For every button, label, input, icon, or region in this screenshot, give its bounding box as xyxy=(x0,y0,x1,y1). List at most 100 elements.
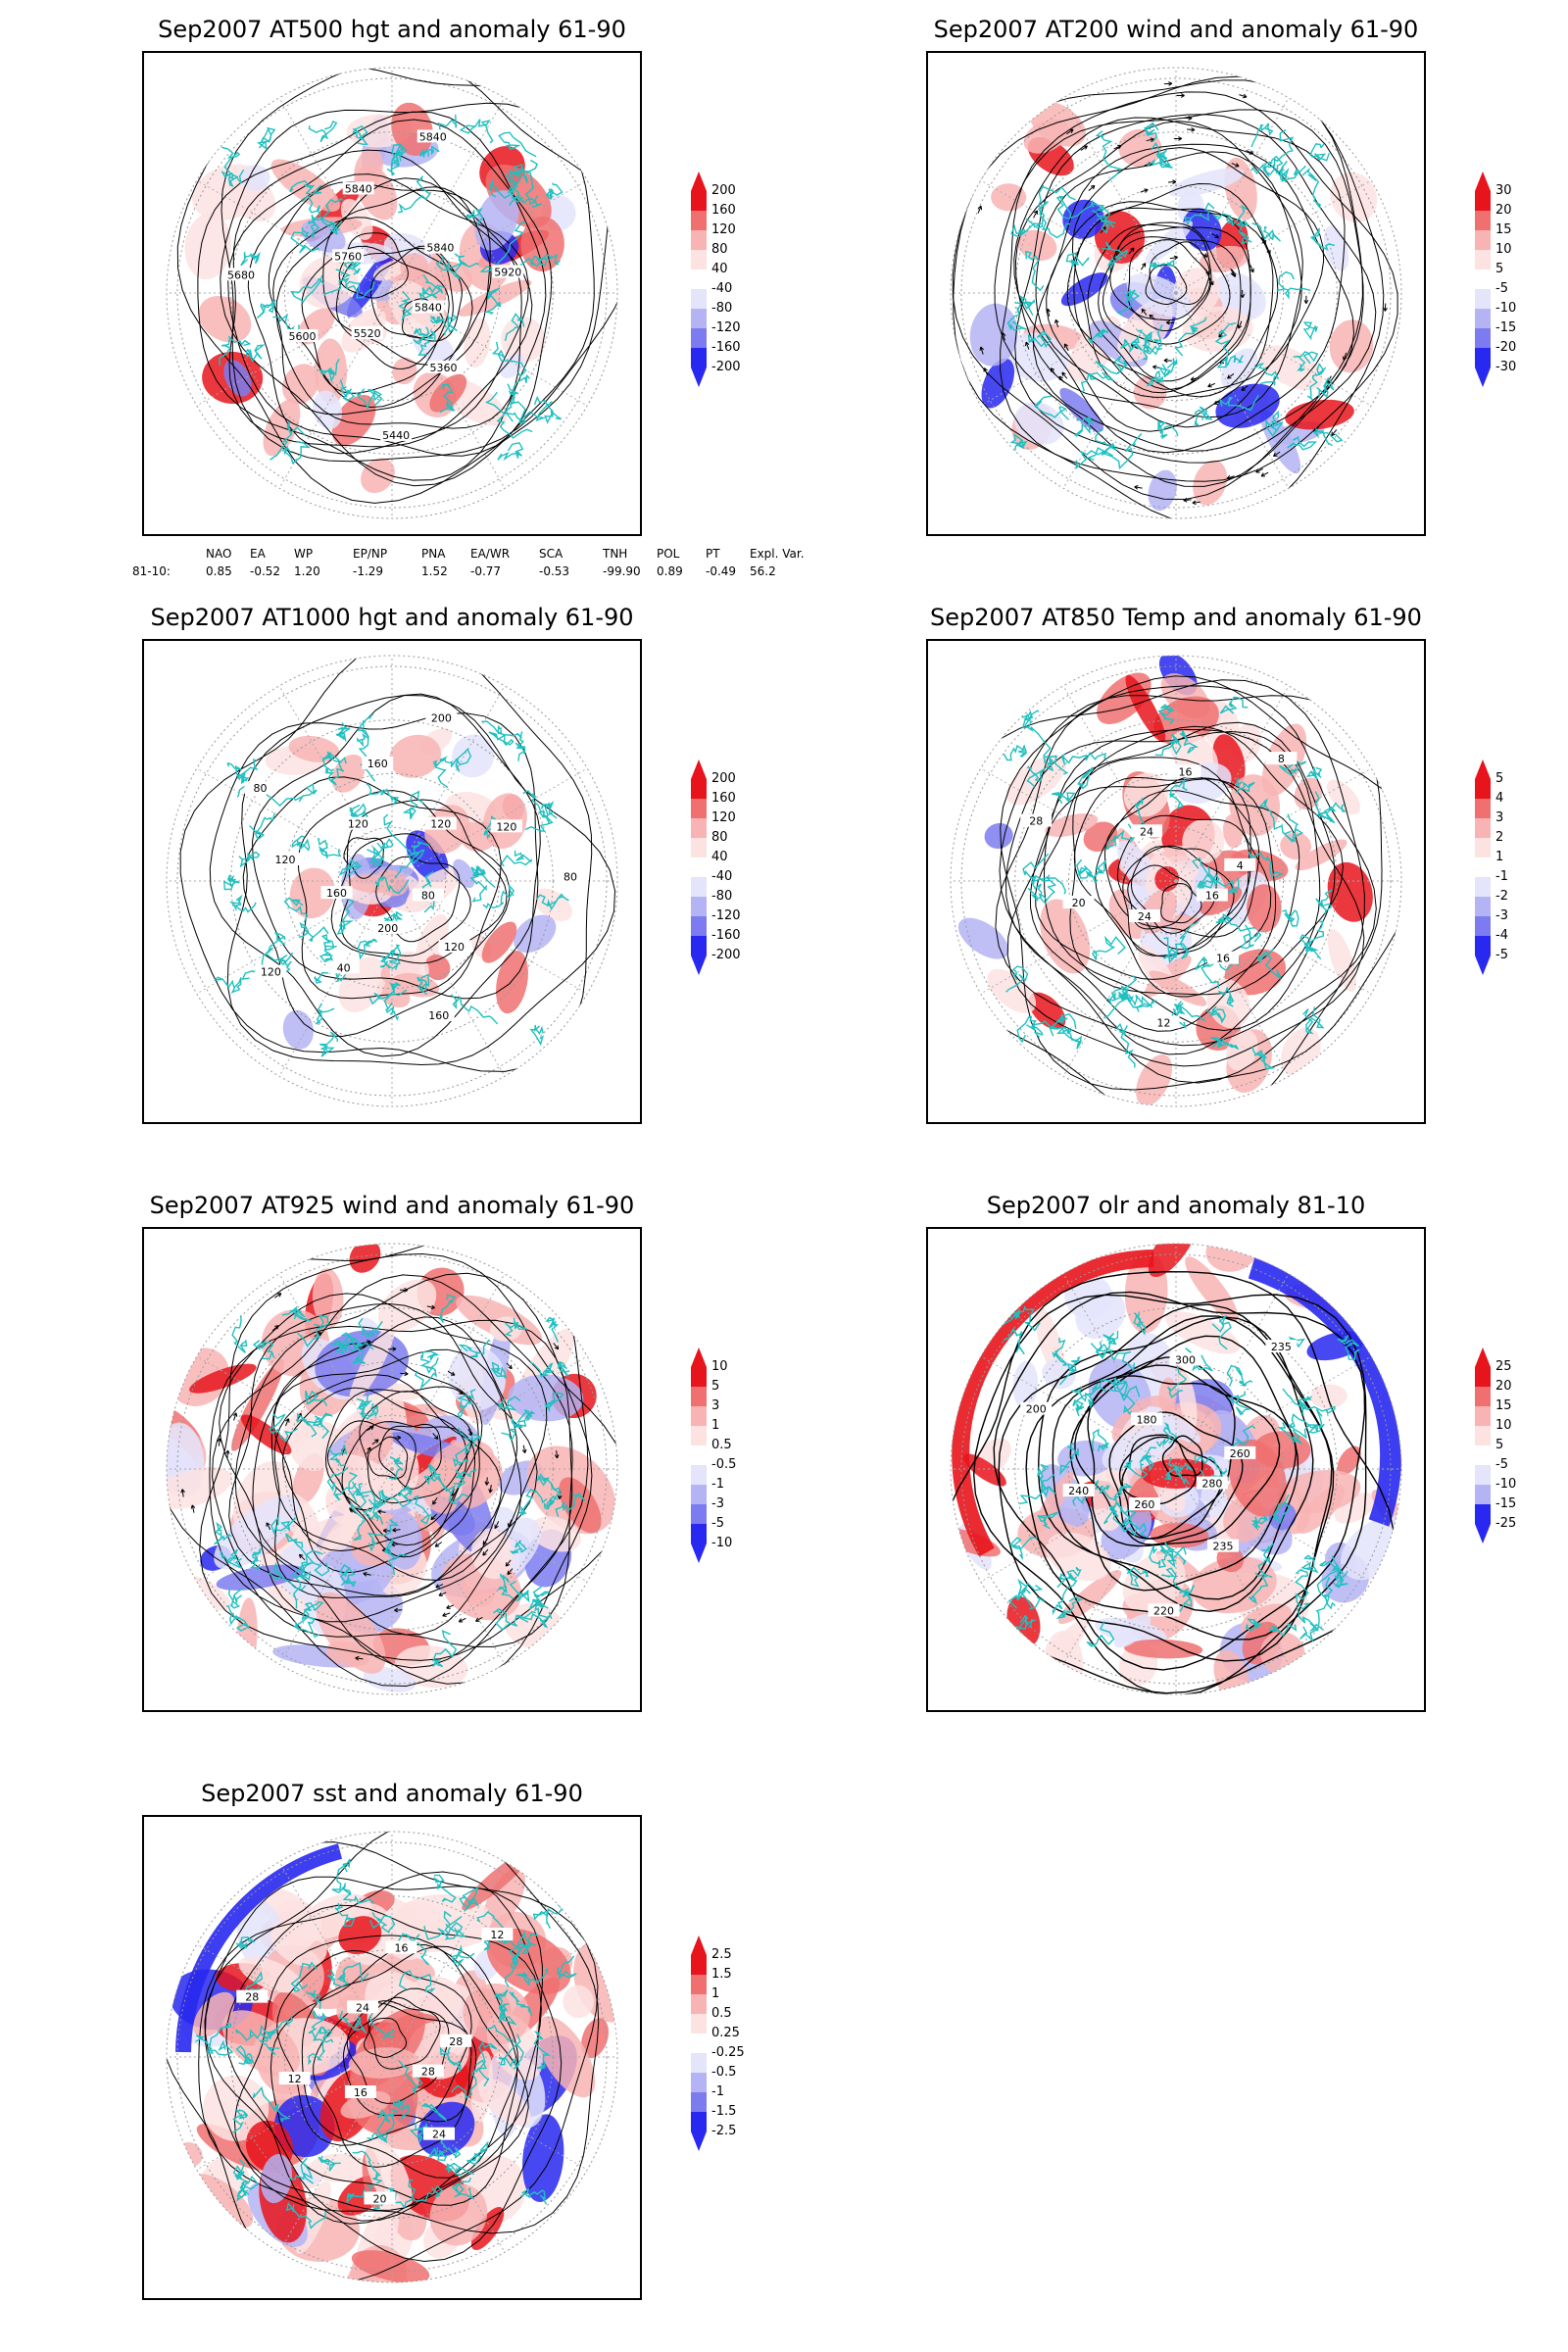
contour-line xyxy=(270,1316,518,1582)
contour-label: 12 xyxy=(1156,1016,1170,1029)
wind-arrow xyxy=(388,1347,397,1351)
index-header: EA xyxy=(250,547,266,561)
colorbar-tick-label: 80 xyxy=(711,830,728,845)
map-layer xyxy=(167,1244,617,1694)
coastline xyxy=(240,251,261,267)
coastline xyxy=(257,126,276,151)
coastline xyxy=(228,894,257,913)
coastline xyxy=(466,208,484,225)
contour-line xyxy=(1069,1364,1298,1592)
map-layer xyxy=(951,68,1401,518)
colorbar-swatch xyxy=(1475,936,1491,956)
anomaly-shade xyxy=(365,2136,413,2215)
contour-label: 160 xyxy=(368,758,388,770)
coastline xyxy=(1245,1618,1262,1632)
map-boundary xyxy=(950,1243,1402,1695)
coastline xyxy=(323,269,352,297)
contour-line xyxy=(1025,1315,1333,1641)
coastline xyxy=(1168,778,1188,809)
coastline xyxy=(1289,1408,1325,1440)
wind-arrow xyxy=(1054,318,1059,328)
anomaly-shade xyxy=(348,874,397,894)
coastline xyxy=(497,1396,521,1411)
meridian-line xyxy=(391,2056,588,2171)
coastline xyxy=(318,837,342,859)
coastline xyxy=(1060,752,1106,765)
contour-label-bg xyxy=(362,756,394,769)
wind-arrow xyxy=(271,1325,279,1332)
coastline xyxy=(1019,294,1036,317)
anomaly-shade xyxy=(463,1983,530,2045)
coastline xyxy=(266,783,318,808)
anomaly-shade xyxy=(1017,229,1057,262)
anomaly-shade xyxy=(1113,1614,1152,1648)
coastline xyxy=(1006,301,1027,331)
contour-label-bg xyxy=(385,1940,417,1954)
contour-line xyxy=(993,1291,1366,1671)
colorbar-tick-label: 200 xyxy=(711,183,736,198)
colorbar-swatch xyxy=(1475,779,1491,799)
contour-label: 28 xyxy=(449,2035,463,2048)
coastline xyxy=(1315,802,1347,822)
colorbar-tick-label: 25 xyxy=(1495,1359,1512,1374)
colorbar-swatch xyxy=(691,2034,707,2053)
colorbar-swatch xyxy=(691,2053,707,2073)
index-value: 1.52 xyxy=(421,564,448,578)
wind-arrow xyxy=(1128,247,1135,255)
coastline xyxy=(533,395,562,424)
colorbar-swatch xyxy=(1475,1406,1491,1426)
wind-arrow xyxy=(1169,255,1179,261)
coastline xyxy=(220,171,239,188)
coastline xyxy=(1086,1620,1115,1648)
contour-label: 260 xyxy=(1230,1447,1250,1460)
coastline xyxy=(221,146,245,184)
coastline xyxy=(1087,328,1109,345)
anomaly-shade xyxy=(470,2050,493,2123)
coastline xyxy=(493,1608,529,1631)
coastline xyxy=(459,1886,480,1912)
wind-arrow xyxy=(442,1612,451,1617)
coastline xyxy=(1009,1537,1038,1561)
coastline xyxy=(419,145,441,158)
contour-line xyxy=(1071,147,1325,398)
meridian-line xyxy=(1062,292,1177,489)
wind-arrow xyxy=(1200,252,1208,258)
contour-label: 120 xyxy=(348,818,368,831)
contour-label-bg xyxy=(425,710,458,724)
colorbar-swatch xyxy=(691,936,707,956)
colorbar-tick-label: -160 xyxy=(711,340,741,355)
coastline xyxy=(258,2024,280,2056)
contour-label-bg xyxy=(1020,1401,1053,1415)
meridian-line xyxy=(1175,292,1290,489)
coastline xyxy=(1010,218,1043,238)
coastline xyxy=(1027,873,1051,902)
coastline xyxy=(414,327,436,342)
colorbar-tick-label: -3 xyxy=(711,1496,724,1511)
meridian-line xyxy=(391,179,588,294)
colorbar-tick-label: 10 xyxy=(1495,1418,1512,1433)
coastline xyxy=(519,2187,548,2205)
anomaly-shade xyxy=(1337,1446,1361,1475)
map-svg: 80 120 160 200 40 120 160 120 80 120 160 200 120 120 8… xyxy=(166,655,618,1107)
colorbar-swatch xyxy=(1475,1504,1491,1524)
anomaly-shade xyxy=(175,1843,343,2053)
contour-label-bg xyxy=(1196,888,1228,902)
contour-label-bg xyxy=(332,249,365,263)
meridian-line xyxy=(196,767,393,882)
anomaly-shade xyxy=(496,950,528,1014)
coastline xyxy=(1248,1572,1269,1605)
anomaly-shade xyxy=(1248,1257,1401,1527)
anomaly-shade xyxy=(349,1244,381,1273)
wind-arrow xyxy=(435,1584,444,1589)
colorbar-tick-label: 1 xyxy=(711,1986,720,2001)
colorbar-cap-bottom xyxy=(1475,956,1491,975)
coastline xyxy=(428,2147,448,2162)
colorbar-tick-label: 1.5 xyxy=(711,1967,732,1982)
wind-arrow xyxy=(475,1616,483,1622)
coastline xyxy=(1251,1046,1276,1070)
colorbar-tick-label: -2.5 xyxy=(711,2124,737,2138)
anomaly-shade xyxy=(424,955,451,981)
coastline xyxy=(1116,288,1141,316)
contour-line xyxy=(198,1871,563,2263)
coastline xyxy=(1288,1413,1321,1434)
